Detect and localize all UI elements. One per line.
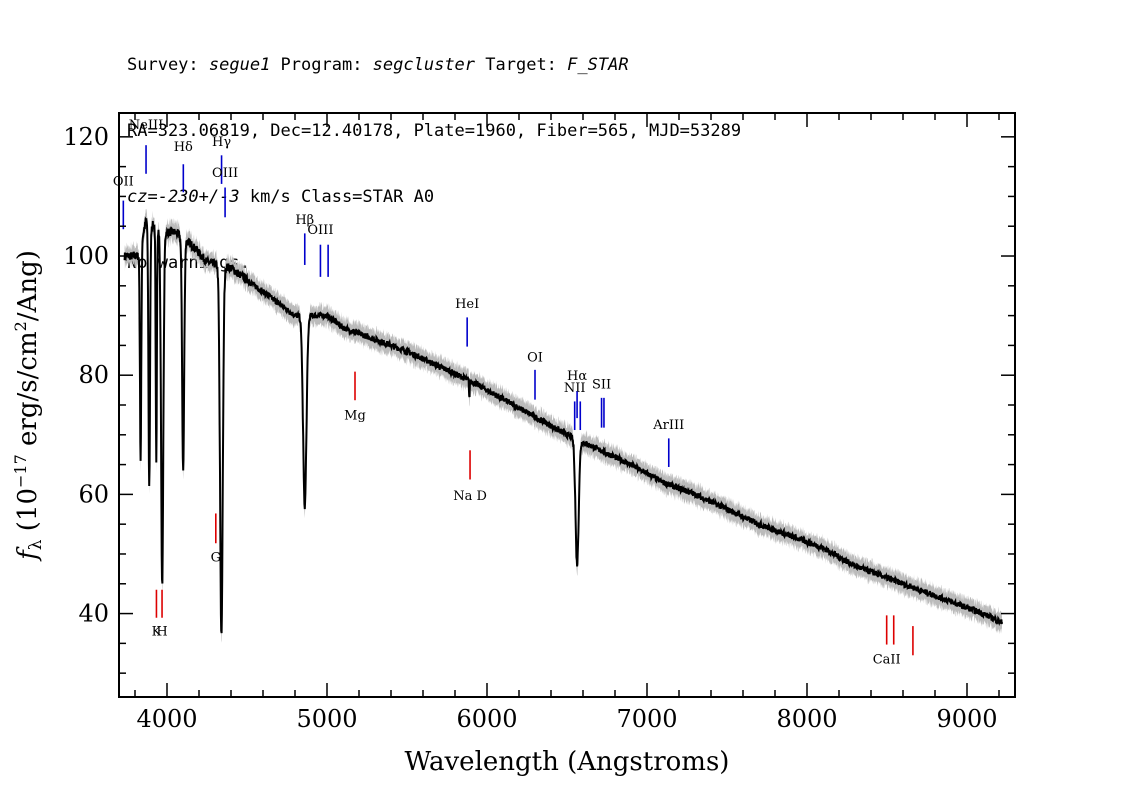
emission-line-label: Hγ xyxy=(212,135,231,150)
survey-prefix: Survey: xyxy=(127,55,209,75)
emission-line-label: Hα xyxy=(567,369,587,384)
plot-frame xyxy=(118,112,1016,698)
target-prefix: Target: xyxy=(475,55,568,75)
x-tick-label: 4000 xyxy=(136,705,197,733)
absorption-line-label: G xyxy=(211,551,221,566)
y-tick-label: 100 xyxy=(63,242,109,270)
x-tick-label: 6000 xyxy=(456,705,517,733)
emission-line-label: OII xyxy=(113,175,134,190)
axis-ticks xyxy=(119,113,1015,697)
program-name: segcluster xyxy=(372,55,476,75)
x-tick-label: 9000 xyxy=(936,705,997,733)
header-line-redshift: cz=-230+/-3 km/s Class=STAR A0 xyxy=(127,186,741,208)
emission-line-label: OIII xyxy=(212,166,238,181)
cz-value: cz=-230+/-3 xyxy=(127,187,240,207)
emission-line-label: OI xyxy=(527,350,543,365)
y-tick-label: 60 xyxy=(78,480,109,508)
header-line-survey: Survey: segue1 Program: segcluster Targe… xyxy=(127,54,741,76)
y-tick-label: 80 xyxy=(78,361,109,389)
target-name: F_STAR xyxy=(567,55,629,75)
x-tick-label: 5000 xyxy=(296,705,357,733)
class-text: km/s Class=STAR A0 xyxy=(239,187,435,207)
tick-labels: 4000 5000 6000 7000 8000 9000 40 60 80 100 120 xyxy=(63,123,997,733)
absorption-line-label: CaII xyxy=(873,653,901,668)
error-band-area xyxy=(124,208,1003,643)
absorption-line-label: H xyxy=(156,625,167,640)
emission-line-label: Hβ xyxy=(295,213,314,228)
emission-line-label: Hδ xyxy=(174,140,193,155)
y-tick-label: 120 xyxy=(63,123,109,151)
x-axis-title: Wavelength (Angstroms) xyxy=(405,747,730,777)
spectrum-line xyxy=(123,216,1003,634)
emission-line-label: SII xyxy=(592,377,611,392)
program-prefix: Program: xyxy=(270,55,373,75)
x-tick-label: 7000 xyxy=(616,705,677,733)
emission-line-label: HeI xyxy=(455,297,479,312)
y-tick-label: 40 xyxy=(78,600,109,628)
spectrum-series xyxy=(123,216,1003,634)
emission-line-label: NII xyxy=(564,381,586,396)
emission-line-label: NeIII xyxy=(129,118,163,133)
y-axis-title: fλ (10−17 erg/s/cm2/Ang) xyxy=(11,250,46,562)
spectrum-header: Survey: segue1 Program: segcluster Targe… xyxy=(127,10,741,296)
survey-name: segue1 xyxy=(208,55,271,75)
absorption-line-label: Na D xyxy=(453,489,487,504)
x-tick-label: 8000 xyxy=(776,705,837,733)
header-line-coordinates: RA=323.06819, Dec=12.40178, Plate=1960, … xyxy=(127,121,742,141)
emission-line-label: OIII xyxy=(307,223,333,238)
absorption-line-label: K xyxy=(152,625,162,640)
emission-line-label: ArIII xyxy=(652,418,684,433)
absorption-line-label: Mg xyxy=(344,408,366,423)
error-band xyxy=(124,208,1003,643)
